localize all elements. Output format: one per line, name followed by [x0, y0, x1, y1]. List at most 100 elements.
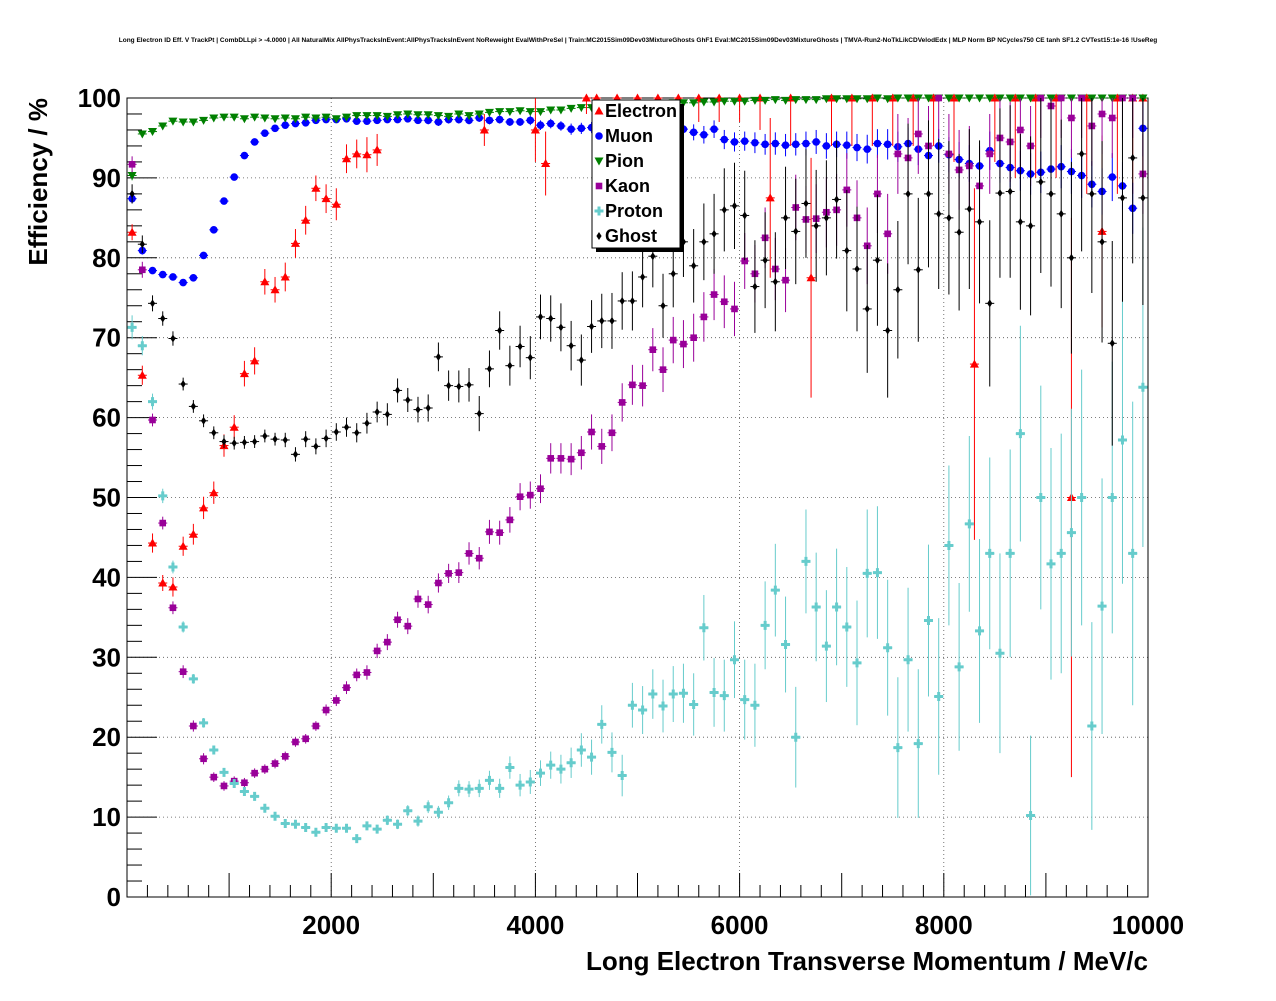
proton-point — [239, 787, 249, 797]
legend-marker-pion — [594, 157, 604, 166]
kaon-point — [649, 346, 657, 353]
ghost-point — [813, 221, 819, 230]
y-axis-tick-labels: 0 10 20 30 40 50 60 70 80 90 100 — [78, 83, 121, 912]
electron-point — [530, 125, 540, 134]
electron-point — [280, 272, 290, 281]
ghost-point — [752, 282, 758, 291]
muon-point — [179, 278, 187, 287]
muon-point — [577, 124, 586, 133]
ghost-point — [1027, 221, 1034, 230]
y-tick-label: 90 — [92, 163, 121, 193]
ghost-point — [446, 381, 452, 390]
muon-point — [700, 130, 708, 139]
legend-marker-muon — [595, 132, 603, 140]
kaon-point — [353, 671, 361, 679]
pion-point — [433, 112, 443, 121]
legend-box — [591, 99, 681, 249]
pion-point — [903, 94, 913, 103]
legend-marker-ghost — [596, 232, 602, 240]
pion-point — [270, 115, 280, 124]
ghost-point — [660, 301, 666, 310]
ghost-point — [803, 199, 809, 208]
pion-point — [729, 97, 739, 106]
ghost-point — [905, 189, 911, 198]
kaon-point — [220, 782, 228, 790]
proton-point — [382, 815, 392, 825]
pion-point — [199, 116, 209, 125]
ghost-point — [936, 209, 942, 218]
kaon-point — [526, 491, 534, 499]
proton-point — [495, 783, 505, 793]
ghost-point — [1099, 237, 1105, 246]
electron-point — [331, 199, 341, 208]
ghost-point — [262, 431, 268, 440]
muon-point — [740, 137, 749, 145]
proton-point — [1036, 493, 1046, 502]
kaon-point — [731, 305, 738, 313]
kaon-point — [935, 94, 942, 102]
ghost-point — [762, 256, 768, 265]
pion-point — [515, 107, 525, 116]
proton-point — [403, 806, 413, 816]
proton-point — [229, 779, 239, 789]
pion-point — [566, 104, 576, 113]
ghost-point — [568, 341, 574, 350]
legend-label-electron: Electron — [605, 101, 677, 121]
kaon-point — [322, 706, 330, 714]
kaon-point — [271, 760, 279, 767]
kaon-point — [608, 429, 616, 437]
x-tick-label: 4000 — [506, 910, 564, 940]
ghost-point — [731, 201, 738, 210]
kaon-point — [159, 519, 167, 527]
ghost-point — [149, 299, 156, 308]
ghost-point — [721, 205, 727, 214]
pion-point — [484, 108, 494, 117]
ghost-point — [323, 434, 329, 443]
pion-point — [352, 112, 362, 121]
pion-point — [148, 128, 158, 137]
proton-point — [607, 747, 617, 757]
kaon-point — [1108, 114, 1116, 122]
proton-point — [178, 622, 188, 632]
kaon-point — [782, 276, 789, 284]
muon-point — [730, 138, 739, 146]
pion-point — [311, 114, 321, 123]
proton-point — [1005, 548, 1015, 558]
ghost-point — [670, 269, 676, 278]
electron-point — [372, 145, 382, 154]
kaon-point — [547, 455, 555, 462]
ghost-point — [486, 364, 493, 373]
proton-point — [515, 780, 525, 790]
kaon-point — [281, 753, 289, 760]
muon-point — [424, 116, 432, 125]
ghost-point — [782, 213, 789, 222]
kaon-point — [179, 668, 187, 675]
ghost-point — [394, 386, 401, 395]
electron-point — [199, 503, 209, 512]
ghost-point — [200, 416, 207, 425]
kaon-point — [333, 697, 340, 704]
proton-point — [158, 491, 168, 501]
proton-point — [1015, 429, 1025, 439]
kaon-point — [506, 516, 514, 524]
x-tick-label: 6000 — [711, 910, 769, 940]
legend-label-muon: Muon — [605, 126, 653, 146]
kaon-point — [578, 449, 585, 457]
kaon-point — [700, 313, 708, 321]
ghost-point — [997, 189, 1003, 198]
pion-point — [250, 113, 260, 122]
chart-title: Long Electron ID Eff. V TrackPt | CombDL… — [119, 37, 1157, 44]
x-axis-title: Long Electron Transverse Momentum / MeV/… — [586, 946, 1148, 976]
kaon-point — [669, 336, 677, 344]
ghost-point — [609, 316, 615, 325]
kaon-point — [588, 428, 595, 436]
ghost-point — [405, 396, 411, 405]
electron-point — [321, 194, 331, 203]
ghost-point — [701, 237, 707, 246]
proton-point — [842, 622, 852, 632]
pion-point — [525, 108, 535, 117]
electron-point — [158, 578, 168, 587]
ghost-point — [415, 405, 421, 414]
ghost-point — [885, 326, 891, 335]
